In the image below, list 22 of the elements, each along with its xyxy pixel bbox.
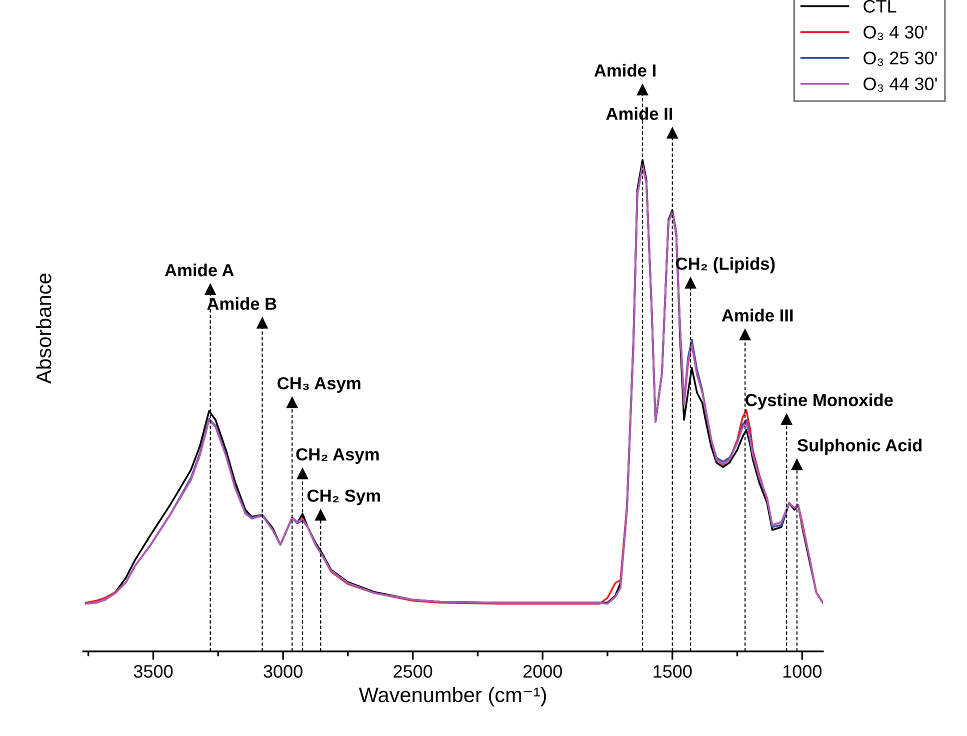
ref-line-label: Cystine Monoxide <box>746 393 893 410</box>
ref-line-label: CH₂ Sym <box>307 490 380 506</box>
x-axis-title: Wavenumber (cm⁻¹) <box>358 686 546 706</box>
ref-line-label: Amide III <box>722 308 793 322</box>
x-tick-label: 2000 <box>523 665 562 678</box>
y-axis-title: Absorbance <box>36 274 52 384</box>
ref-line-label: Amide II <box>606 107 672 120</box>
legend-label: CTL <box>864 0 896 13</box>
x-tick-label: 3500 <box>134 665 173 678</box>
ref-line-label: Amide B <box>207 297 276 310</box>
x-tick-label: 2500 <box>394 665 432 678</box>
ref-line-label: Amide A <box>164 264 234 276</box>
ref-line-label: CH₂ Asym <box>296 448 379 464</box>
legend-label: O₃ 25 30' <box>864 52 937 66</box>
ref-line-label: Amide I <box>594 64 656 77</box>
x-tick-label: 1000 <box>783 665 822 678</box>
x-tick-label: 3000 <box>264 665 302 678</box>
x-tick-label: 1500 <box>654 665 692 678</box>
ref-line-label: CH₃ Asym <box>278 377 360 393</box>
legend-label: O₃ 44 30' <box>864 78 937 92</box>
legend-label: O₃ 4 30' <box>864 26 927 40</box>
ref-line-label: Sulphonic Acid <box>797 438 922 455</box>
